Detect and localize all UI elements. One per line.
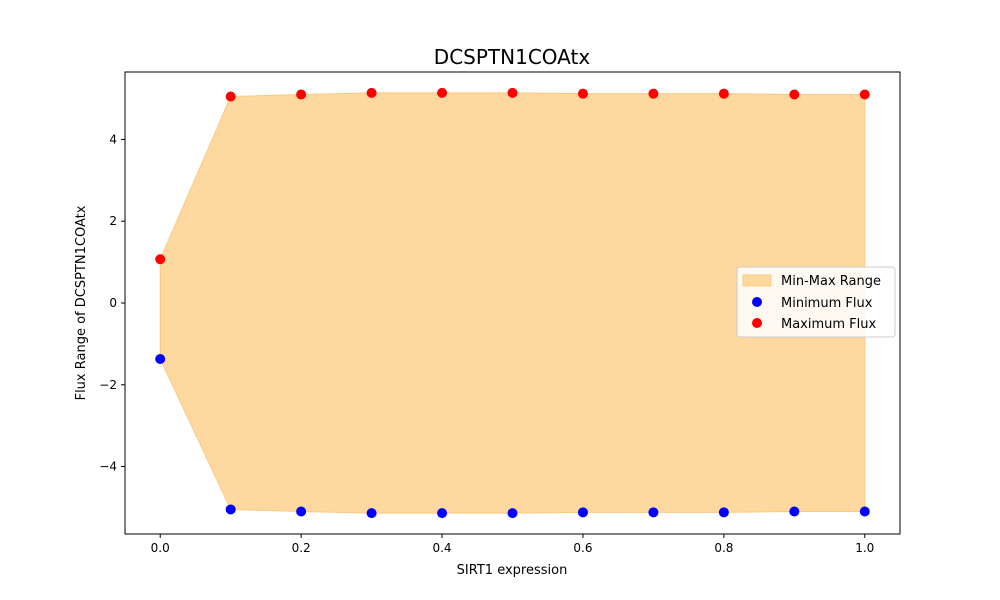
x-tick-label: 1.0 — [855, 541, 874, 555]
maximum-flux-point — [507, 87, 518, 98]
minimum-flux-point — [366, 508, 377, 519]
legend-label-maximum-flux: Maximum Flux — [781, 317, 877, 332]
maximum-flux-point — [366, 87, 377, 98]
legend-frame — [736, 266, 896, 338]
legend-swatch-maximum-flux — [752, 318, 762, 328]
chart-title: DCSPTN1COAtx — [434, 45, 591, 69]
legend: Min-Max Range Minimum Flux Maximum Flux — [736, 266, 896, 338]
minimum-flux-point — [859, 506, 870, 517]
minimum-flux-point — [577, 507, 588, 518]
minimum-flux-point — [437, 508, 448, 519]
minimum-flux-point — [648, 507, 659, 518]
x-axis-ticks: 0.0 0.2 0.4 0.6 0.8 1.0 — [151, 534, 874, 555]
y-axis-label: Flux Range of DCSPTN1COAtx — [74, 205, 89, 400]
maximum-flux-point — [155, 254, 166, 265]
maximum-flux-point — [296, 89, 307, 100]
y-tick-label: 0 — [109, 296, 117, 310]
y-tick-label: 2 — [109, 214, 117, 228]
x-tick-label: 0.6 — [573, 541, 592, 555]
x-tick-label: 0.4 — [432, 541, 451, 555]
minimum-flux-point — [789, 506, 800, 517]
y-tick-label: −4 — [99, 460, 117, 474]
minimum-flux-point — [296, 506, 307, 517]
maximum-flux-point — [437, 87, 448, 98]
minimum-flux-point — [225, 504, 236, 515]
legend-swatch-minimum-flux — [752, 297, 762, 307]
legend-label-minimum-flux: Minimum Flux — [781, 296, 873, 311]
x-axis-label: SIRT1 expression — [457, 563, 568, 578]
x-tick-label: 0.2 — [292, 541, 311, 555]
y-axis-ticks: −4 −2 0 2 4 — [99, 132, 125, 474]
legend-swatch-min-max-range — [742, 274, 772, 287]
maximum-flux-point — [789, 89, 800, 100]
maximum-flux-point — [718, 88, 729, 99]
x-tick-label: 0.8 — [714, 541, 733, 555]
minimum-flux-point — [718, 507, 729, 518]
maximum-flux-point — [225, 91, 236, 102]
maximum-flux-point — [859, 89, 870, 100]
y-tick-label: 4 — [109, 132, 117, 146]
x-tick-label: 0.0 — [151, 541, 170, 555]
points-layer — [155, 87, 870, 519]
minimum-flux-point — [155, 354, 166, 365]
maximum-flux-point — [648, 88, 659, 99]
maximum-flux-point — [577, 88, 588, 99]
legend-label-min-max-range: Min-Max Range — [781, 274, 881, 289]
minimum-flux-point — [507, 508, 518, 519]
y-tick-label: −2 — [99, 378, 117, 392]
